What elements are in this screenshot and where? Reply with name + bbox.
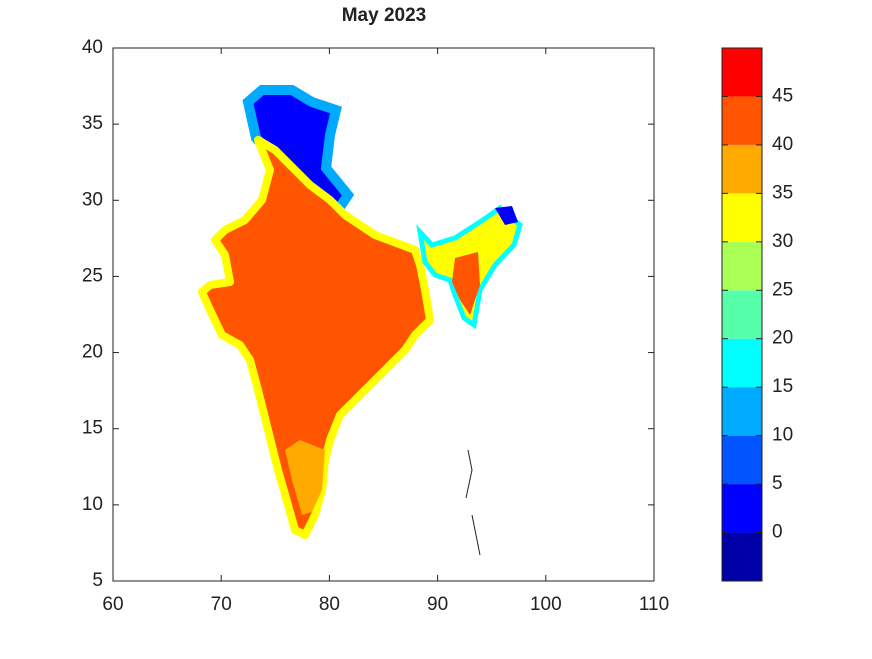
colorbar-band: [722, 484, 762, 533]
colorbar-band: [722, 96, 762, 145]
islands: [465, 449, 481, 556]
colorbar-tick-label: 30: [772, 231, 793, 252]
y-tick-label: 25: [82, 265, 103, 286]
map: [198, 85, 523, 556]
colorbar-band: [722, 144, 762, 194]
colorbar-band: [722, 241, 762, 291]
x-tick-label: 100: [530, 594, 562, 615]
colorbar-band: [722, 532, 762, 581]
chart-title: May 2023: [342, 5, 427, 26]
x-tick-label: 60: [102, 594, 123, 615]
colorbar-band: [722, 193, 762, 242]
colorbar-band: [722, 387, 762, 436]
x-tick-label: 70: [211, 594, 232, 615]
y-tick-label: 20: [82, 342, 103, 363]
colorbar-tick-label: 10: [772, 425, 793, 446]
y-tick-label: 15: [82, 418, 103, 439]
x-tick-label: 90: [427, 594, 448, 615]
northeast-warm: [452, 252, 480, 315]
colorbar-tick-label: 40: [772, 134, 793, 155]
colorbar-tick-label: 5: [772, 473, 783, 494]
y-tick-label: 40: [82, 37, 103, 58]
colorbar-frame: [721, 47, 763, 582]
colorbar-tick-label: 15: [772, 376, 793, 397]
colorbar-band: [722, 290, 762, 339]
colorbar-band: [722, 338, 762, 388]
x-tick-label: 110: [639, 594, 669, 615]
y-tick-label: 30: [82, 189, 103, 210]
colorbar-tick-label: 0: [772, 522, 783, 543]
colorbar-tick-label: 45: [772, 85, 793, 106]
colorbar-band: [722, 48, 762, 97]
northeast-cold: [495, 206, 518, 225]
x-tick-label: 80: [319, 594, 340, 615]
colorbar-tick-label: 20: [772, 328, 793, 349]
y-tick-label: 35: [82, 113, 103, 134]
colorbar-tick-label: 35: [772, 182, 793, 203]
y-tick-label: 10: [82, 494, 103, 515]
colorbar-tick-label: 25: [772, 279, 793, 300]
mainland: [198, 136, 434, 539]
south-warm: [285, 440, 325, 515]
y-tick-label: 5: [92, 570, 103, 591]
colorbar-band: [722, 435, 762, 485]
